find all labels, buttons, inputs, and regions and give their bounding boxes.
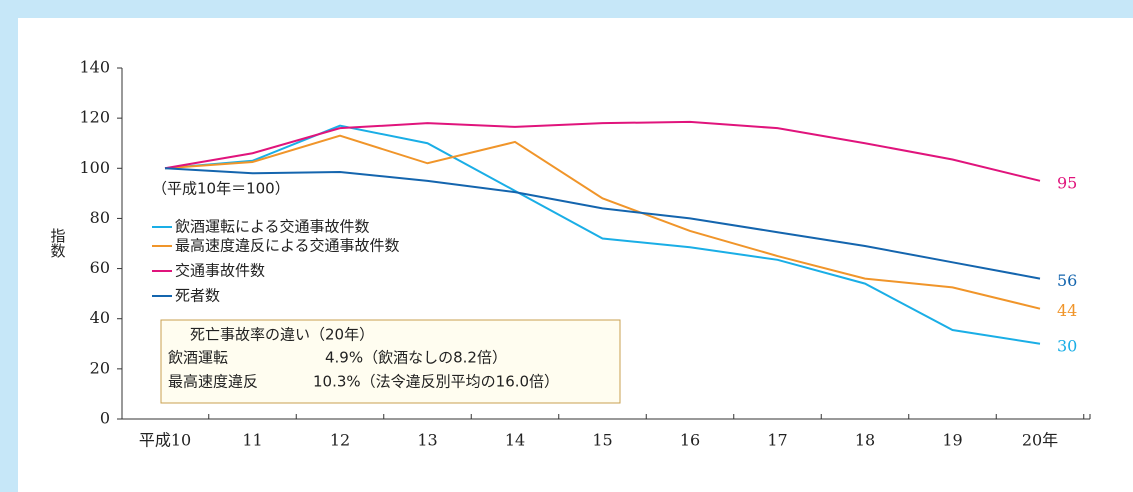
y-tick-label: 60	[90, 258, 110, 277]
y-tick-label: 100	[79, 158, 110, 177]
y-tick-label: 80	[90, 208, 110, 227]
panel	[18, 18, 1133, 492]
y-tick-label: 20	[90, 358, 110, 377]
series-line	[164, 120, 1041, 182]
x-tick-label: 20年	[1022, 431, 1058, 450]
legend-label: 死者数	[175, 287, 220, 305]
annotation-title: 死亡事故率の違い（20年）	[190, 326, 374, 344]
x-tick-label: 17	[767, 431, 787, 450]
x-tick-label: 18	[855, 431, 875, 450]
legend-label: 飲酒運転による交通事故件数	[175, 218, 370, 236]
annotation-label: 最高速度違反	[168, 373, 258, 391]
x-tick-label: 13	[417, 431, 437, 450]
value-label: 56	[1057, 271, 1077, 290]
y-axis-label: 指数	[49, 228, 67, 258]
series-line	[164, 134, 1041, 310]
x-tick-label: 15	[592, 431, 612, 450]
x-tick-label: 19	[942, 431, 962, 450]
x-tick-label: 平成10	[139, 431, 191, 450]
y-tick-label: 0	[100, 409, 110, 428]
series-line	[164, 167, 1041, 280]
legend-label: 交通事故件数	[175, 262, 265, 280]
legend-label: 最高速度違反による交通事故件数	[175, 237, 400, 255]
value-label: 30	[1057, 336, 1077, 355]
annotation-text: 10.3%（法令違反別平均の16.0倍）	[313, 373, 559, 391]
annotation-text: 4.9%（飲酒なしの8.2倍）	[325, 349, 507, 367]
x-tick-label: 14	[505, 431, 525, 450]
y-tick-label: 120	[79, 108, 110, 127]
x-tick-label: 12	[330, 431, 350, 450]
annotation-label: 飲酒運転	[168, 349, 228, 367]
annotation-box	[160, 319, 621, 404]
y-tick-label: 140	[79, 58, 110, 77]
x-tick-label: 16	[680, 431, 700, 450]
value-label: 44	[1057, 301, 1077, 320]
y-tick-label: 40	[90, 308, 110, 327]
note: （平成10年＝100）	[152, 180, 290, 198]
value-label: 95	[1057, 173, 1077, 192]
x-tick-label: 11	[242, 431, 262, 450]
